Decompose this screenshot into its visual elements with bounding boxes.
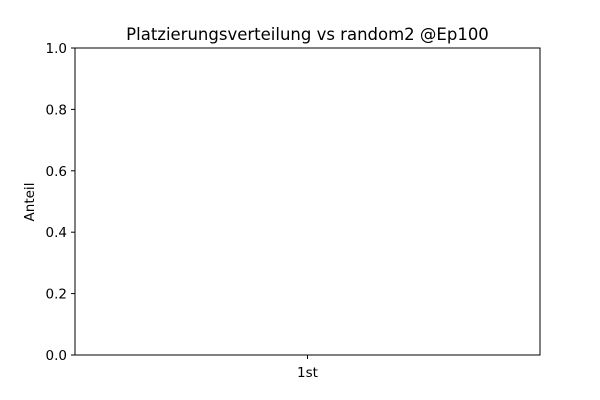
y-tick-label: 0.6 (46, 164, 67, 180)
y-tick-label: 0.4 (46, 225, 67, 241)
y-axis-ticks: 0.0 0.2 0.4 0.6 0.8 1.0 (46, 41, 75, 364)
x-tick-label: 1st (297, 365, 318, 381)
y-tick-label: 0.2 (46, 287, 67, 303)
y-tick-label: 0.0 (46, 348, 67, 364)
y-tick-label: 1.0 (46, 41, 67, 57)
y-tick-label: 0.8 (46, 102, 67, 118)
plot-frame (74, 47, 541, 356)
x-axis-ticks: 1st (297, 355, 318, 381)
chart-title: Platzierungsverteilung vs random2 @Ep100 (126, 25, 489, 44)
y-axis-label: Anteil (22, 183, 38, 222)
